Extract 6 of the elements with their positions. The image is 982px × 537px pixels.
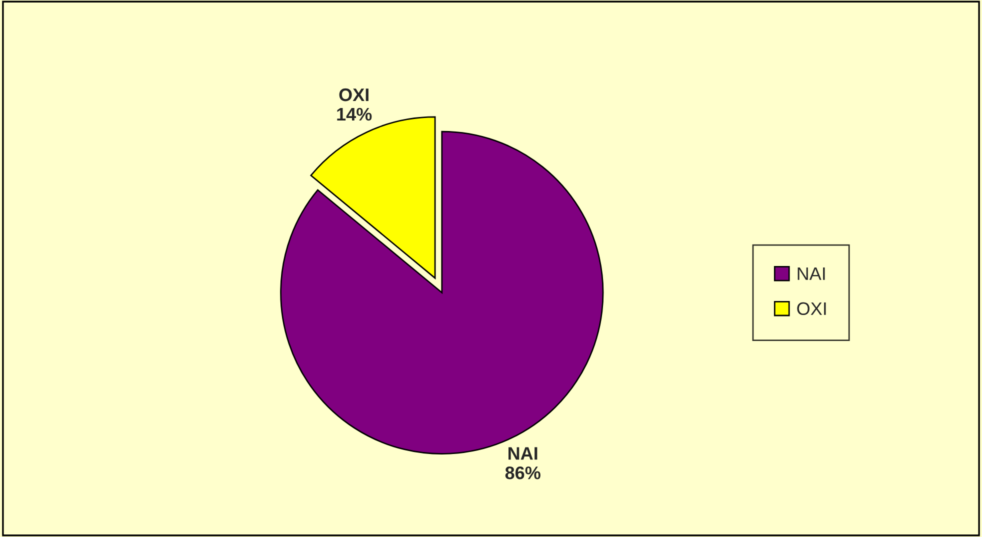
legend-label: NAI: [798, 267, 825, 280]
data-label: 14%: [337, 108, 372, 121]
legend-label: OXI: [797, 302, 826, 316]
data-label: 86%: [505, 466, 540, 480]
slice-label: NAI: [508, 447, 538, 460]
slice-label: OXI: [339, 88, 368, 102]
